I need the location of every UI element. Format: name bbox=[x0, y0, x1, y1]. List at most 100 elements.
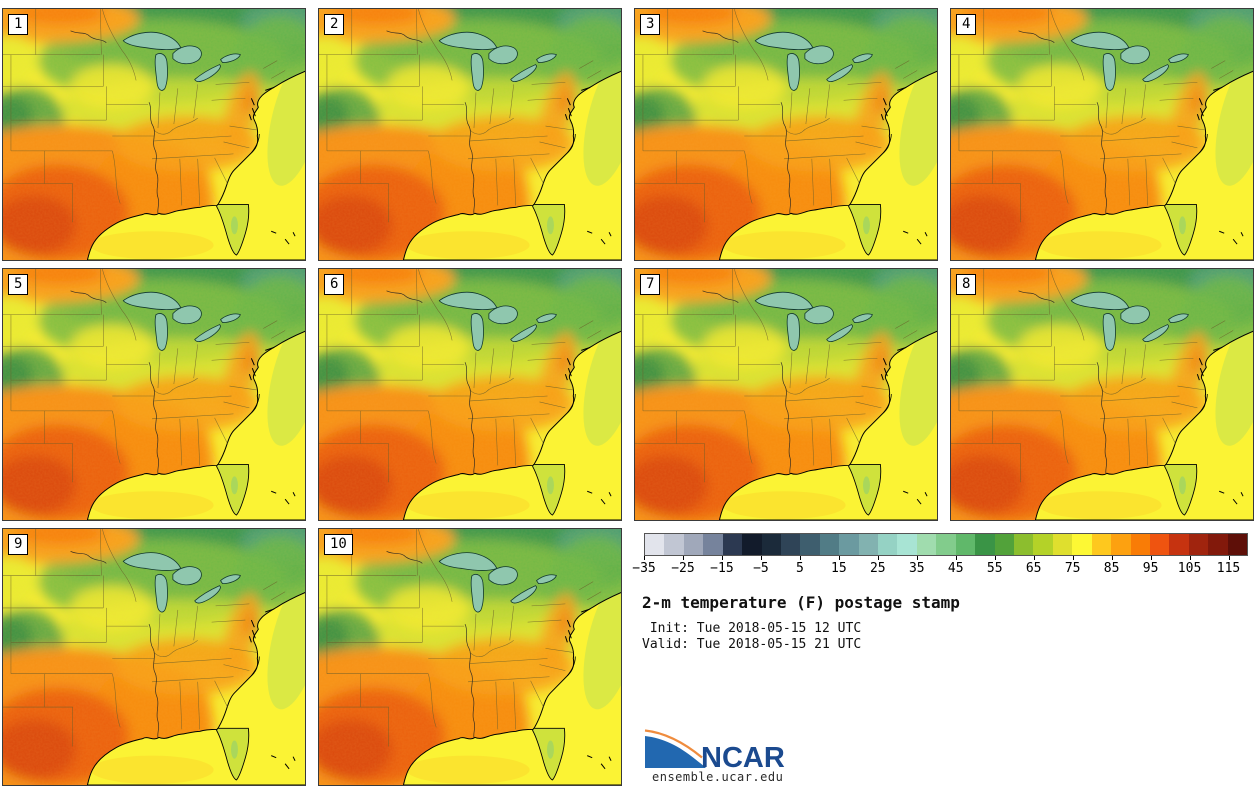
temperature-map bbox=[635, 269, 937, 520]
ensemble-member-stamp: 6 bbox=[318, 268, 622, 521]
colorbar-tick bbox=[955, 556, 957, 560]
valid-time: Valid: Tue 2018-05-15 21 UTC bbox=[642, 637, 862, 652]
temperature-map bbox=[319, 9, 621, 260]
colorbar-tick-label: 15 bbox=[831, 561, 847, 576]
ensemble-member-stamp: 8 bbox=[950, 268, 1254, 521]
colorbar-tick-label: 85 bbox=[1103, 561, 1120, 576]
colorbar-segment bbox=[878, 534, 898, 555]
colorbar-segment bbox=[916, 534, 937, 555]
colorbar-segment bbox=[664, 534, 684, 555]
colorbar-tick-label: 105 bbox=[1177, 561, 1202, 576]
member-number-label: 6 bbox=[324, 274, 345, 295]
member-number-label: 9 bbox=[8, 534, 29, 555]
temperature-map bbox=[3, 529, 305, 785]
member-number-label: 8 bbox=[956, 274, 977, 295]
colorbar-segment bbox=[839, 534, 859, 555]
colorbar-segment bbox=[800, 534, 820, 555]
colorbar-tick bbox=[721, 556, 723, 560]
colorbar-tick-label: 115 bbox=[1216, 561, 1241, 576]
temperature-map bbox=[951, 269, 1253, 520]
temperature-map bbox=[3, 269, 305, 520]
colorbar-tick-label: −5 bbox=[753, 561, 769, 576]
colorbar-tick bbox=[838, 556, 840, 560]
colorbar-tick-label: 75 bbox=[1064, 561, 1081, 576]
ensemble-member-stamp: 9 bbox=[2, 528, 306, 786]
colorbar-tick bbox=[994, 556, 996, 560]
init-time: Init: Tue 2018-05-15 12 UTC bbox=[642, 621, 862, 636]
colorbar-segment bbox=[1072, 534, 1092, 555]
member-number-label: 4 bbox=[956, 14, 977, 35]
colorbar-segment bbox=[1111, 534, 1131, 555]
colorbar-tick-label: 95 bbox=[1142, 561, 1159, 576]
colorbar-segment bbox=[1130, 534, 1150, 555]
temperature-map bbox=[3, 9, 305, 260]
colorbar-tick bbox=[1189, 556, 1191, 560]
colorbar-tick-label: 25 bbox=[869, 561, 886, 576]
colorbar-segment bbox=[1052, 534, 1073, 555]
colorbar-tick bbox=[682, 556, 684, 560]
colorbar-tick bbox=[1150, 556, 1152, 560]
colorbar-tick-label: −15 bbox=[710, 561, 734, 576]
colorbar-tick bbox=[877, 556, 879, 560]
figure-title: 2-m temperature (F) postage stamp bbox=[642, 593, 960, 612]
colorbar-segment bbox=[858, 534, 879, 555]
colorbar-segment bbox=[1014, 534, 1034, 555]
colorbar-segment bbox=[1188, 534, 1209, 555]
ncar-swoosh-icon: NCAR bbox=[644, 729, 785, 774]
colorbar-segment bbox=[975, 534, 995, 555]
ensemble-url: ensemble.ucar.edu bbox=[652, 770, 784, 784]
member-number-label: 2 bbox=[324, 14, 345, 35]
colorbar-tick bbox=[760, 556, 762, 560]
ensemble-member-stamp: 2 bbox=[318, 8, 622, 261]
colorbar bbox=[644, 533, 1248, 556]
colorbar-tick bbox=[1228, 556, 1230, 560]
colorbar-segment bbox=[742, 534, 762, 555]
colorbar-tick bbox=[1072, 556, 1074, 560]
colorbar-segment bbox=[1091, 534, 1112, 555]
temperature-map bbox=[319, 529, 621, 785]
colorbar-tick bbox=[916, 556, 918, 560]
colorbar-tick-label: 55 bbox=[986, 561, 1003, 576]
colorbar-segment bbox=[780, 534, 801, 555]
ensemble-member-stamp: 5 bbox=[2, 268, 306, 521]
colorbar-tick-label: 5 bbox=[795, 561, 804, 576]
colorbar-segment bbox=[936, 534, 956, 555]
ensemble-member-stamp: 7 bbox=[634, 268, 938, 521]
colorbar-segment bbox=[703, 534, 723, 555]
ensemble-member-stamp: 10 bbox=[318, 528, 622, 786]
ensemble-member-stamp: 3 bbox=[634, 8, 938, 261]
temperature-map bbox=[635, 9, 937, 260]
colorbar-segment bbox=[994, 534, 1015, 555]
ensemble-member-stamp: 4 bbox=[950, 8, 1254, 261]
member-number-label: 10 bbox=[324, 534, 353, 555]
colorbar-segment bbox=[897, 534, 917, 555]
colorbar-tick-label: −35 bbox=[632, 561, 656, 576]
colorbar-segment bbox=[1227, 534, 1248, 555]
member-number-label: 7 bbox=[640, 274, 661, 295]
colorbar-segment bbox=[1169, 534, 1189, 555]
colorbar-segment bbox=[645, 534, 665, 555]
colorbar-segment bbox=[722, 534, 743, 555]
ensemble-member-stamp: 1 bbox=[2, 8, 306, 261]
colorbar-tick bbox=[644, 556, 645, 560]
colorbar-tick-label: 35 bbox=[908, 561, 925, 576]
colorbar-segment bbox=[1208, 534, 1228, 555]
member-number-label: 3 bbox=[640, 14, 661, 35]
ncar-logo: NCAR bbox=[643, 726, 803, 774]
colorbar-segment bbox=[683, 534, 704, 555]
colorbar-axis: −35 −25 −15 −5 5 15 25 35 45 55 65 75 85 95 105 115 bbox=[632, 556, 1248, 580]
colorbar-segment bbox=[1033, 534, 1053, 555]
colorbar-tick bbox=[799, 556, 801, 560]
colorbar-segment bbox=[819, 534, 840, 555]
member-number-label: 5 bbox=[8, 274, 29, 295]
colorbar-segment bbox=[955, 534, 976, 555]
colorbar-tick-label: 45 bbox=[947, 561, 964, 576]
colorbar-segment bbox=[761, 534, 781, 555]
temperature-map bbox=[951, 9, 1253, 260]
member-number-label: 1 bbox=[8, 14, 29, 35]
colorbar-tick-label: −25 bbox=[671, 561, 695, 576]
temperature-map bbox=[319, 269, 621, 520]
colorbar-tick-label: 65 bbox=[1025, 561, 1042, 576]
colorbar-segment bbox=[1149, 534, 1170, 555]
colorbar-tick bbox=[1033, 556, 1035, 560]
